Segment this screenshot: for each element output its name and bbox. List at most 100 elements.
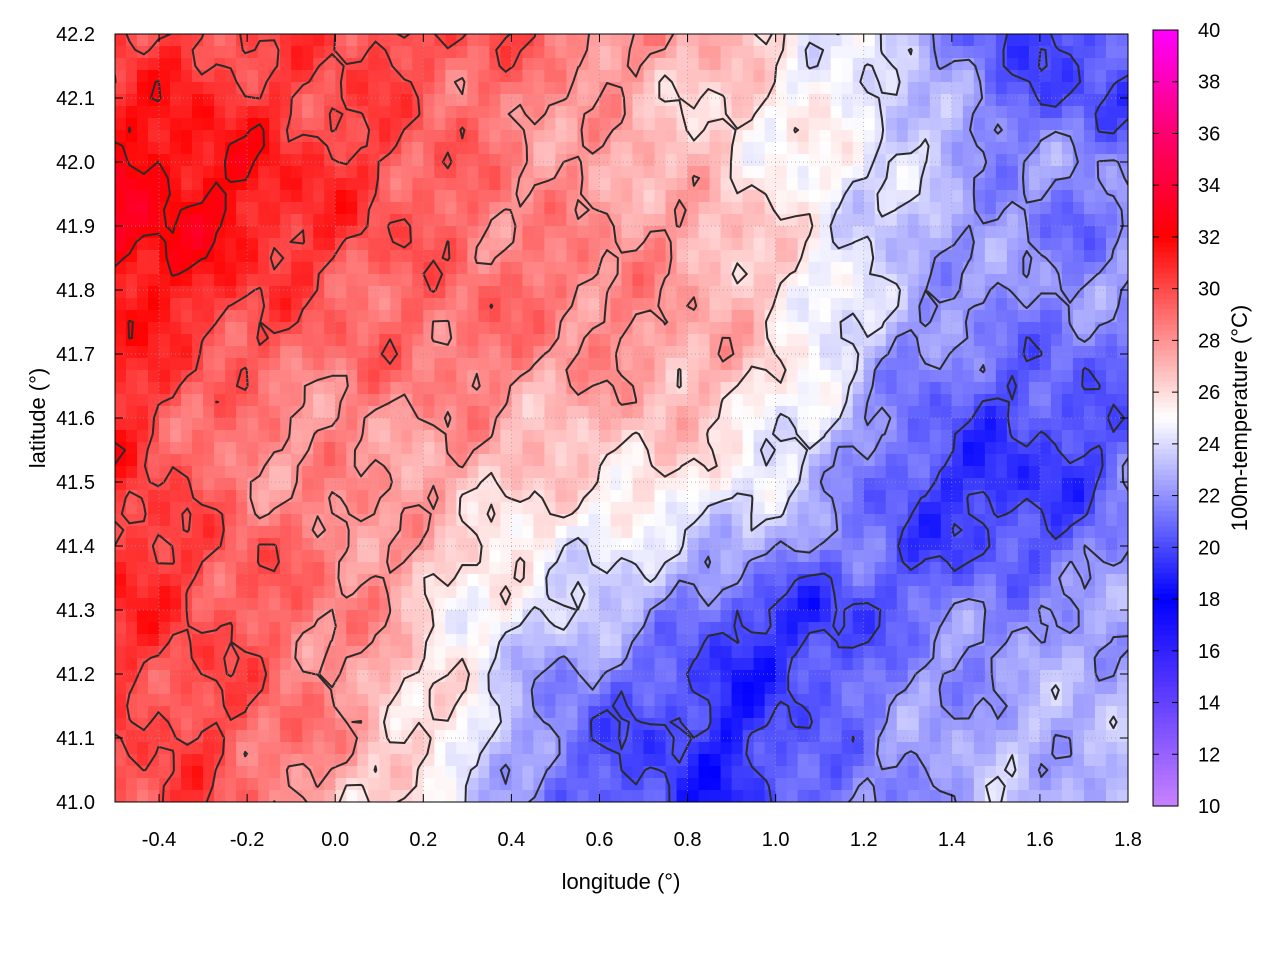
heatmap-cell xyxy=(434,646,446,659)
heatmap-cell xyxy=(907,598,920,611)
heatmap-cell xyxy=(918,442,931,455)
heatmap-cell xyxy=(258,94,270,107)
heatmap-cell xyxy=(885,358,898,371)
heatmap-cell xyxy=(401,682,413,695)
heatmap-cell xyxy=(907,166,920,179)
heatmap-cell xyxy=(676,130,689,143)
heatmap-cell xyxy=(280,454,292,467)
heatmap-cell xyxy=(181,622,193,635)
heatmap-cell xyxy=(874,490,887,503)
heatmap-cell xyxy=(566,70,579,83)
heatmap-cell xyxy=(665,178,678,191)
heatmap-cell xyxy=(291,58,303,71)
heatmap-cell xyxy=(412,82,424,95)
heatmap-cell xyxy=(225,610,237,623)
heatmap-cell xyxy=(115,382,127,395)
heatmap-cell xyxy=(599,526,612,539)
heatmap-cell xyxy=(1039,586,1052,599)
heatmap-cell xyxy=(1006,658,1019,671)
heatmap-cell xyxy=(577,94,590,107)
heatmap-cell xyxy=(984,250,997,263)
heatmap-cell xyxy=(984,94,997,107)
heatmap-cell xyxy=(522,598,535,611)
heatmap-cell xyxy=(808,130,821,143)
heatmap-cell xyxy=(654,166,667,179)
heatmap-cell xyxy=(940,430,953,443)
heatmap-cell xyxy=(621,286,634,299)
heatmap-cell xyxy=(225,454,237,467)
heatmap-cell xyxy=(225,658,237,671)
heatmap-cell xyxy=(720,190,733,203)
heatmap-cell xyxy=(709,346,722,359)
heatmap-cell xyxy=(918,82,931,95)
heatmap-cell xyxy=(929,34,942,47)
heatmap-cell xyxy=(324,274,336,287)
heatmap-cell xyxy=(269,442,281,455)
heatmap-cell xyxy=(907,358,920,371)
heatmap-cell xyxy=(863,94,876,107)
heatmap-cell xyxy=(247,190,259,203)
heatmap-cell xyxy=(291,46,303,59)
heatmap-cell xyxy=(533,154,546,167)
heatmap-cell xyxy=(456,154,468,167)
heatmap-cell xyxy=(379,262,391,275)
heatmap-cell xyxy=(445,34,457,47)
heatmap-cell xyxy=(797,46,810,59)
heatmap-cell xyxy=(181,430,193,443)
heatmap-cell xyxy=(599,382,612,395)
heatmap-cell xyxy=(401,274,413,287)
heatmap-cell xyxy=(731,106,744,119)
heatmap-cell xyxy=(445,82,457,95)
heatmap-cell xyxy=(302,478,314,491)
heatmap-cell xyxy=(291,322,303,335)
heatmap-cell xyxy=(1094,118,1107,131)
heatmap-cell xyxy=(808,154,821,167)
heatmap-cell xyxy=(863,106,876,119)
heatmap-cell xyxy=(203,262,215,275)
heatmap-cell xyxy=(489,46,501,59)
heatmap-cell xyxy=(544,70,557,83)
heatmap-cell xyxy=(830,202,843,215)
heatmap-cell xyxy=(1050,550,1063,563)
heatmap-cell xyxy=(1083,106,1096,119)
heatmap-cell xyxy=(1017,106,1030,119)
heatmap-cell xyxy=(203,238,215,251)
heatmap-cell xyxy=(852,370,865,383)
heatmap-cell xyxy=(995,238,1008,251)
heatmap-cell xyxy=(632,406,645,419)
heatmap-cell xyxy=(1072,178,1085,191)
heatmap-cell xyxy=(676,502,689,515)
heatmap-cell xyxy=(258,526,270,539)
heatmap-cell xyxy=(368,166,380,179)
heatmap-cell xyxy=(643,418,656,431)
heatmap-cell xyxy=(1039,310,1052,323)
heatmap-cell xyxy=(489,574,501,587)
heatmap-cell xyxy=(555,526,568,539)
heatmap-cell xyxy=(1105,418,1118,431)
heatmap-cell xyxy=(687,394,700,407)
heatmap-cell xyxy=(643,310,656,323)
heatmap-cell xyxy=(632,466,645,479)
heatmap-cell xyxy=(489,154,501,167)
heatmap-cell xyxy=(885,610,898,623)
heatmap-cell xyxy=(511,382,523,395)
heatmap-cell xyxy=(225,286,237,299)
heatmap-cell xyxy=(588,130,601,143)
heatmap-cell xyxy=(1116,130,1128,143)
heatmap-cell xyxy=(390,454,402,467)
heatmap-cell xyxy=(753,310,766,323)
heatmap-cell xyxy=(1017,610,1030,623)
heatmap-cell xyxy=(456,166,468,179)
heatmap-cell xyxy=(368,334,380,347)
heatmap-cell xyxy=(1116,646,1128,659)
heatmap-cell xyxy=(819,322,832,335)
heatmap-cell xyxy=(1061,214,1074,227)
heatmap-cell xyxy=(137,466,149,479)
heatmap-cell xyxy=(434,190,446,203)
heatmap-cell xyxy=(555,430,568,443)
heatmap-cell xyxy=(467,442,479,455)
heatmap-cell xyxy=(841,670,854,683)
heatmap-cell xyxy=(852,334,865,347)
heatmap-cell xyxy=(137,34,149,47)
heatmap-cell xyxy=(148,202,160,215)
